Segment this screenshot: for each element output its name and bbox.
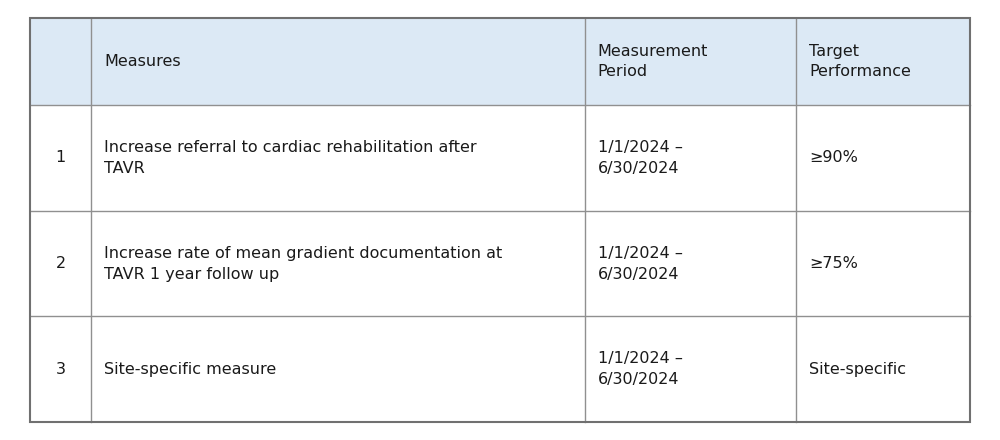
Text: Site-specific measure: Site-specific measure [104,362,276,377]
Text: 1: 1 [55,150,66,165]
Text: Measurement
Period: Measurement Period [598,44,708,78]
Text: Target
Performance: Target Performance [809,44,911,78]
Bar [30,18,970,105]
Text: ≥90%: ≥90% [809,150,858,165]
Text: Increase rate of mean gradient documentation at
TAVR 1 year follow up: Increase rate of mean gradient documenta… [104,246,502,282]
Text: Site-specific: Site-specific [809,362,906,377]
Bar [30,211,970,316]
Text: 2: 2 [55,256,66,271]
Text: 1/1/2024 –
6/30/2024: 1/1/2024 – 6/30/2024 [598,246,682,282]
Text: 1/1/2024 –
6/30/2024: 1/1/2024 – 6/30/2024 [598,352,682,388]
Text: ≥75%: ≥75% [809,256,858,271]
Text: 3: 3 [56,362,66,377]
Text: Measures: Measures [104,54,181,69]
Bar [30,316,970,422]
Bar [30,105,970,211]
Text: Increase referral to cardiac rehabilitation after
TAVR: Increase referral to cardiac rehabilitat… [104,139,477,176]
Text: 1/1/2024 –
6/30/2024: 1/1/2024 – 6/30/2024 [598,139,682,176]
